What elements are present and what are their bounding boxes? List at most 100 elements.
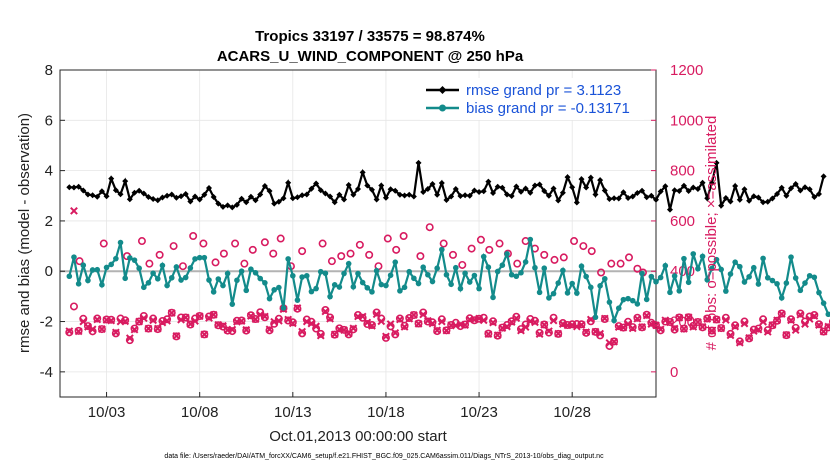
bias-marker bbox=[550, 290, 557, 297]
bias-marker bbox=[303, 272, 310, 279]
obs-assimilated-marker bbox=[307, 319, 316, 328]
obs-assimilated-marker bbox=[582, 328, 591, 337]
rmse-marker bbox=[103, 193, 110, 200]
obs-possible-marker bbox=[178, 262, 187, 271]
obs-possible-marker bbox=[269, 249, 278, 258]
obs-possible-marker bbox=[586, 317, 595, 326]
rmse-marker bbox=[662, 183, 669, 190]
obs-assimilated-marker bbox=[707, 326, 716, 335]
obs-possible-marker bbox=[495, 239, 504, 248]
bias-marker bbox=[597, 283, 603, 289]
bias-marker bbox=[145, 280, 152, 286]
obs-possible-marker bbox=[703, 314, 712, 323]
obs-possible-marker bbox=[670, 325, 679, 334]
rmse-marker bbox=[210, 194, 217, 201]
rmse-marker bbox=[648, 192, 655, 199]
bias-marker bbox=[141, 284, 147, 291]
rmse-marker bbox=[84, 191, 91, 198]
obs-assimilated-marker bbox=[372, 310, 381, 319]
obs-possible-marker bbox=[814, 320, 823, 329]
rmse-marker bbox=[755, 194, 762, 201]
bias-marker bbox=[480, 253, 487, 260]
bias-marker bbox=[154, 275, 161, 282]
rmse-marker bbox=[424, 185, 431, 192]
obs-possible-marker bbox=[167, 308, 176, 317]
obs-possible-marker bbox=[513, 259, 522, 268]
legend-bias-marker bbox=[439, 104, 446, 112]
bias-marker bbox=[764, 274, 771, 281]
y-tick-label: 6 bbox=[45, 112, 53, 129]
bias-marker bbox=[285, 256, 291, 262]
rmse-marker bbox=[494, 183, 501, 190]
bias-marker bbox=[94, 266, 101, 273]
bias-marker bbox=[723, 288, 729, 294]
obs-assimilated-marker bbox=[703, 315, 712, 323]
obs-assimilated-marker bbox=[242, 325, 251, 334]
rmse-marker bbox=[145, 194, 152, 201]
obs-assimilated-marker bbox=[65, 327, 74, 336]
obs-possible-marker bbox=[260, 238, 269, 247]
obs-assimilated-marker bbox=[228, 325, 237, 334]
obs-possible-marker bbox=[381, 333, 390, 342]
bias-marker bbox=[639, 270, 645, 277]
bias-marker bbox=[643, 296, 650, 303]
bias-marker bbox=[778, 295, 785, 301]
obs-assimilated-marker bbox=[302, 317, 311, 326]
bias-marker bbox=[252, 269, 259, 276]
rmse-marker bbox=[308, 185, 315, 192]
bias-marker bbox=[425, 271, 431, 278]
bias-marker bbox=[369, 289, 375, 295]
obs-possible-marker bbox=[773, 316, 782, 325]
bias-marker bbox=[397, 288, 403, 294]
x-tick-label: 10/08 bbox=[181, 404, 219, 421]
bias-marker bbox=[802, 280, 808, 286]
obs-assimilated-marker bbox=[796, 310, 805, 319]
rmse-marker bbox=[583, 184, 590, 191]
rmse-marker bbox=[257, 191, 264, 198]
obs-assimilated-marker bbox=[759, 317, 768, 326]
rmse-marker bbox=[783, 192, 790, 199]
obs-assimilated-marker bbox=[395, 315, 404, 324]
rmse-marker bbox=[811, 194, 818, 201]
rmse-marker bbox=[573, 199, 580, 206]
rmse-marker bbox=[657, 188, 664, 195]
obs-assimilated-marker bbox=[489, 318, 497, 327]
rmse-marker bbox=[820, 173, 827, 180]
bias-marker bbox=[85, 277, 91, 284]
rmse-marker bbox=[722, 195, 729, 202]
obs-assimilated-marker bbox=[200, 330, 209, 339]
bias-marker bbox=[248, 266, 254, 273]
obs-possible-marker bbox=[819, 327, 828, 336]
obs-assimilated-marker bbox=[787, 316, 795, 325]
rmse-marker bbox=[182, 191, 189, 198]
rmse-marker bbox=[252, 197, 259, 204]
rmse-marker bbox=[317, 187, 324, 194]
obs-assimilated-marker bbox=[577, 320, 586, 329]
obs-assimilated-marker bbox=[437, 317, 446, 326]
rmse-marker bbox=[769, 195, 776, 202]
bias-marker bbox=[387, 272, 394, 279]
obs-assimilated-marker bbox=[782, 330, 791, 339]
bias-marker bbox=[238, 268, 245, 275]
rmse-marker bbox=[359, 169, 366, 176]
rmse-marker bbox=[350, 191, 357, 198]
bias-marker bbox=[294, 297, 301, 303]
rmse-marker bbox=[196, 196, 203, 203]
obs-possible-marker bbox=[707, 326, 716, 335]
rmse-marker bbox=[410, 193, 417, 200]
rmse-marker bbox=[625, 195, 632, 202]
bias-marker bbox=[345, 260, 352, 267]
obs-assimilated-marker bbox=[428, 319, 437, 328]
bias-marker bbox=[327, 293, 333, 300]
x-tick-label: 10/18 bbox=[367, 404, 405, 421]
bias-marker bbox=[741, 279, 748, 285]
obs-assimilated-marker bbox=[810, 312, 819, 320]
y-tick-label: 8 bbox=[45, 62, 53, 79]
obs-possible-marker bbox=[199, 239, 208, 248]
obs-assimilated-marker bbox=[596, 329, 605, 338]
obs-assimilated-marker bbox=[88, 325, 97, 334]
obs-possible-marker bbox=[787, 315, 796, 324]
bias-marker bbox=[769, 277, 776, 284]
bias-marker bbox=[816, 289, 822, 296]
